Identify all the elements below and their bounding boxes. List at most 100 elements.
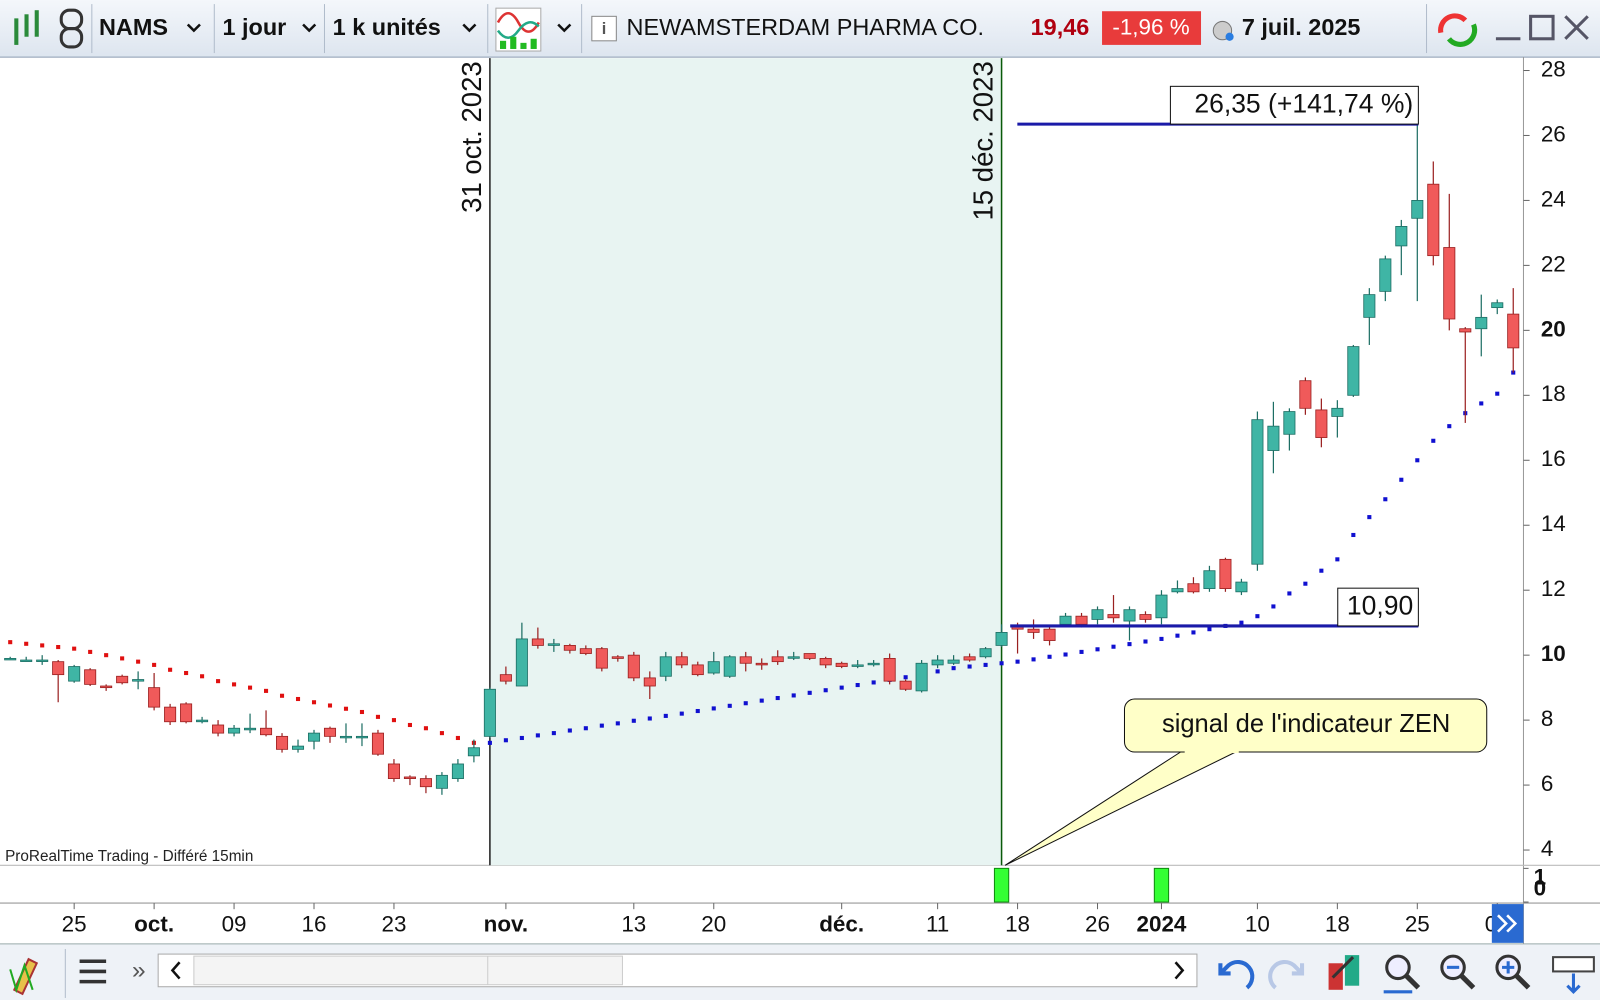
candle-body: [723, 656, 736, 677]
indicator-dot: [295, 696, 301, 702]
indicator-dot: [1143, 639, 1148, 644]
indicator-dot: [1287, 591, 1292, 596]
indicator-dot: [823, 688, 828, 693]
scroll-thumb[interactable]: [193, 955, 623, 986]
toolbar: [0, 0, 1600, 58]
expand-button[interactable]: »: [132, 957, 146, 984]
indicator-dot: [535, 733, 540, 738]
indicator-dot: [1271, 604, 1276, 609]
instrument-name: NEWAMSTERDAM PHARMA CO.: [627, 14, 984, 40]
menu-button[interactable]: [79, 959, 107, 984]
candle-body: [1315, 409, 1328, 438]
candle-body: [1251, 419, 1264, 565]
candle-body: [36, 659, 49, 662]
x-tick-label: 2024: [1137, 911, 1187, 936]
indicator-dot: [1191, 630, 1196, 635]
indicator-dot: [216, 679, 221, 684]
draw-button[interactable]: [9, 957, 39, 996]
candle-body: [1331, 407, 1344, 417]
candle-body: [1171, 588, 1184, 593]
indicator-dot: [439, 731, 444, 736]
indicator-dot: [359, 709, 365, 715]
candle-body: [1203, 570, 1216, 589]
indicator-dot: [791, 693, 796, 698]
marker-label: 31 oct. 2023: [456, 61, 487, 213]
indicator-dot: [120, 656, 125, 661]
indicator-dot: [935, 669, 940, 674]
candle-body: [611, 656, 624, 659]
candle-body: [1123, 609, 1136, 622]
indicator-dot: [1303, 581, 1308, 586]
x-tick-label: 25: [1405, 911, 1430, 936]
indicator-dot: [1079, 649, 1084, 654]
indicator-dot: [248, 685, 253, 690]
last-price: 19,46: [1031, 14, 1090, 40]
level-box: [1337, 587, 1419, 627]
candle-body: [1267, 425, 1280, 451]
candle-body: [1507, 313, 1520, 349]
candle-body: [212, 724, 225, 734]
indicator-dot: [1399, 477, 1404, 482]
indicator-dot: [168, 667, 173, 672]
units: 1 k unités: [333, 14, 441, 40]
close-button[interactable]: [1564, 15, 1589, 40]
period-selector[interactable]: 1 jour: [222, 14, 317, 40]
x-tick-label: nov.: [484, 911, 528, 936]
symbol-selector[interactable]: NAMS: [99, 14, 201, 40]
candle-body: [787, 656, 800, 659]
candle-body: [1059, 615, 1072, 625]
indicator-dot: [423, 726, 428, 731]
settings-button[interactable]: [1552, 956, 1595, 995]
candle-body: [947, 659, 960, 664]
chart-type-button[interactable]: [14, 10, 39, 45]
indicator-dot: [1127, 642, 1132, 647]
candle-body: [835, 662, 848, 667]
plot: 4 6 8 10 12 14 16 18 20 22 24 26 28 25 oct. 09 16 23 nov. 1…: [4, 56, 1566, 943]
candle-body: [132, 679, 145, 682]
candle-body: [1395, 226, 1408, 247]
refresh-button[interactable]: [1438, 13, 1478, 47]
candle-body: [1027, 628, 1040, 633]
x-tick-label: 20: [701, 911, 726, 936]
highlight-region: [489, 58, 1002, 866]
candle-body: [803, 653, 816, 659]
x-tick-label: 23: [381, 911, 406, 936]
indicator-dot: [1319, 568, 1324, 573]
info-button[interactable]: i: [591, 15, 617, 42]
link-button[interactable]: [59, 8, 84, 49]
candle-body: [1107, 614, 1120, 619]
zoom-in-button[interactable]: [1495, 954, 1531, 990]
y-tick-label: 4: [1541, 836, 1553, 861]
undo-button[interactable]: [1218, 960, 1255, 990]
indicator-dot: [503, 738, 508, 743]
callout-join: [1184, 746, 1239, 754]
candle-body: [979, 648, 992, 658]
redo-button[interactable]: [1268, 960, 1305, 990]
x-tick-label: 16: [302, 911, 327, 936]
indicator-dot: [152, 662, 157, 667]
maximize-button[interactable]: [1529, 14, 1555, 41]
indicator-dot: [839, 685, 844, 690]
candle-body: [435, 774, 448, 789]
indicator-dot: [1255, 614, 1260, 619]
candle-body: [659, 656, 672, 677]
zoom-fit-button[interactable]: [1383, 954, 1421, 994]
scroll-left[interactable]: [170, 961, 181, 980]
y-tick-label: 18: [1541, 381, 1566, 406]
indicator-dot: [583, 726, 588, 731]
candle-body: [339, 735, 353, 739]
indicator-dot: [104, 653, 109, 658]
indicator-dot: [775, 695, 780, 701]
zoom-out-button[interactable]: [1440, 954, 1476, 990]
x-tick-label: déc.: [819, 911, 864, 936]
scroll-right[interactable]: [1174, 961, 1185, 980]
units-selector[interactable]: 1 k unités: [333, 14, 477, 40]
indicator-dot: [1351, 532, 1356, 538]
indicators-button[interactable]: [495, 7, 572, 52]
candle-body: [1235, 581, 1248, 593]
auto-scale-button[interactable]: [1328, 955, 1360, 990]
candle-body: [4, 657, 17, 661]
candle-body: [419, 778, 432, 788]
candle-body: [755, 662, 768, 666]
